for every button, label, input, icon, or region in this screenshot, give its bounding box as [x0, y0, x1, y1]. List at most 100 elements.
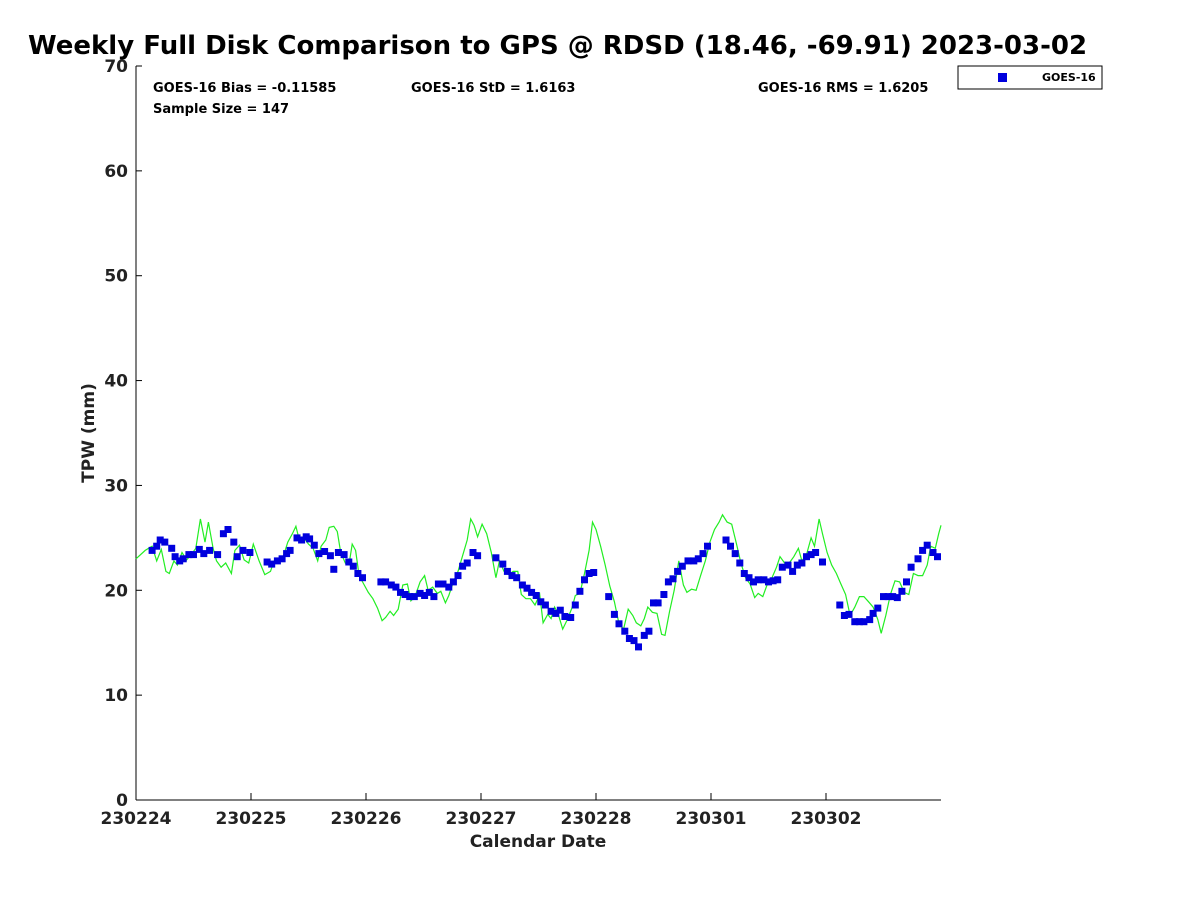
- goes-data-point: [581, 576, 588, 584]
- goes-data-point: [664, 578, 672, 586]
- x-tick-label: 230224: [101, 809, 172, 829]
- goes-data-point: [694, 555, 702, 563]
- goes-data-point: [508, 572, 516, 580]
- goes-data-point: [463, 559, 471, 567]
- goes-data-point: [851, 618, 859, 626]
- goes-data-point: [765, 578, 772, 586]
- goes-data-point: [630, 637, 638, 645]
- goes-data-point: [293, 534, 301, 542]
- goes-data-point: [263, 558, 271, 566]
- x-ticks: 230224 230225 230226 230227 230228 230301 2303…: [101, 793, 861, 829]
- goes-data-point: [576, 587, 584, 595]
- goes-data-point: [148, 546, 156, 554]
- goes-data-point: [793, 561, 801, 569]
- goes-data-point: [547, 607, 555, 615]
- goes-data-point: [836, 601, 844, 609]
- goes-data-point: [268, 560, 276, 568]
- goes-data-point: [610, 610, 618, 618]
- y-tick-label: 10: [104, 686, 128, 706]
- std-stat: GOES-16 StD = 1.6163: [411, 81, 575, 96]
- goes-data-point: [736, 559, 744, 567]
- goes-data-point: [740, 570, 748, 577]
- goes-data-point: [645, 627, 653, 635]
- goes-data-point: [230, 538, 238, 546]
- y-tick-label: 20: [104, 581, 128, 601]
- goes-data-point: [306, 535, 314, 543]
- goes-data-point: [219, 530, 227, 538]
- legend: GOES-16: [957, 65, 1103, 90]
- y-tick-label: 30: [104, 476, 128, 496]
- goes-data-point: [513, 574, 521, 582]
- goes-data-point: [233, 553, 241, 561]
- goes-data-point: [884, 593, 892, 601]
- goes-data-point: [654, 599, 662, 607]
- goes-data-point: [760, 576, 768, 584]
- goes-data-point: [354, 570, 362, 577]
- goes-data-point: [421, 592, 429, 599]
- goes-data-point: [650, 599, 657, 607]
- goes-data-point: [246, 549, 254, 556]
- goes-data-point: [552, 609, 560, 617]
- goes-data-point: [660, 591, 668, 598]
- y-axis-label: TPW (mm): [79, 383, 99, 483]
- goes-data-point: [377, 578, 385, 586]
- goes-data-point: [349, 562, 357, 570]
- goes-data-point: [474, 552, 482, 560]
- goes-data-point: [845, 610, 853, 618]
- goes-data-point: [812, 549, 820, 556]
- goes-data-point: [454, 572, 462, 580]
- goes-data-point: [874, 604, 882, 612]
- goes-data-point: [190, 551, 197, 559]
- x-tick-label: 230227: [446, 809, 517, 829]
- sample-size-stat: Sample Size = 147: [153, 102, 289, 117]
- goes-data-point: [561, 613, 569, 620]
- goes-data-point: [898, 587, 906, 595]
- goes-data-point: [605, 593, 613, 601]
- goes-data-point: [345, 558, 353, 566]
- goes-data-point: [541, 601, 549, 609]
- goes-data-point: [889, 593, 897, 601]
- goes-data-point: [321, 548, 329, 555]
- goes-data-point: [640, 631, 648, 639]
- goes-data-point: [590, 569, 598, 576]
- goes-data-point: [492, 554, 500, 562]
- x-tick-label: 230226: [331, 809, 402, 829]
- goes-data-point: [585, 570, 593, 577]
- goes-data-point: [449, 578, 457, 586]
- goes-data-point: [326, 552, 334, 560]
- x-tick-label: 230301: [676, 809, 747, 829]
- goes-data-point: [273, 557, 281, 565]
- goes-data-point: [840, 612, 848, 619]
- rms-stat: GOES-16 RMS = 1.6205: [758, 81, 928, 96]
- goes-data-point: [774, 576, 782, 584]
- goes-data-point: [869, 609, 877, 617]
- goes-data-point: [410, 593, 418, 601]
- goes-data-point: [669, 575, 677, 583]
- plot-area: [135, 66, 941, 801]
- legend-box: [957, 65, 1103, 90]
- goes-data-point: [439, 580, 447, 588]
- goes-data-point: [907, 563, 915, 571]
- goes-data-point: [459, 562, 467, 570]
- goes-data-point: [803, 553, 810, 561]
- goes-data-point: [621, 627, 629, 635]
- x-tick-label: 230228: [561, 809, 632, 829]
- goes-data-point: [206, 546, 214, 554]
- goes-data-point: [315, 550, 323, 558]
- bias-stat: GOES-16 Bias = -0.11585: [153, 81, 336, 96]
- y-tick-label: 50: [104, 267, 128, 287]
- goes-data-point: [359, 574, 366, 582]
- goes-data-point: [819, 558, 826, 566]
- goes-data-point: [704, 542, 711, 550]
- goes-data-point: [278, 555, 286, 563]
- goes-data-point: [171, 553, 179, 561]
- goes-data-point: [195, 545, 203, 553]
- goes-data-point: [286, 546, 294, 554]
- goes-data-point: [537, 598, 545, 606]
- goes-data-point: [416, 589, 424, 597]
- goes-data-point: [769, 577, 777, 585]
- goes-data-point: [499, 560, 507, 568]
- goes-data-point: [778, 563, 786, 571]
- goes-data-point: [156, 536, 164, 544]
